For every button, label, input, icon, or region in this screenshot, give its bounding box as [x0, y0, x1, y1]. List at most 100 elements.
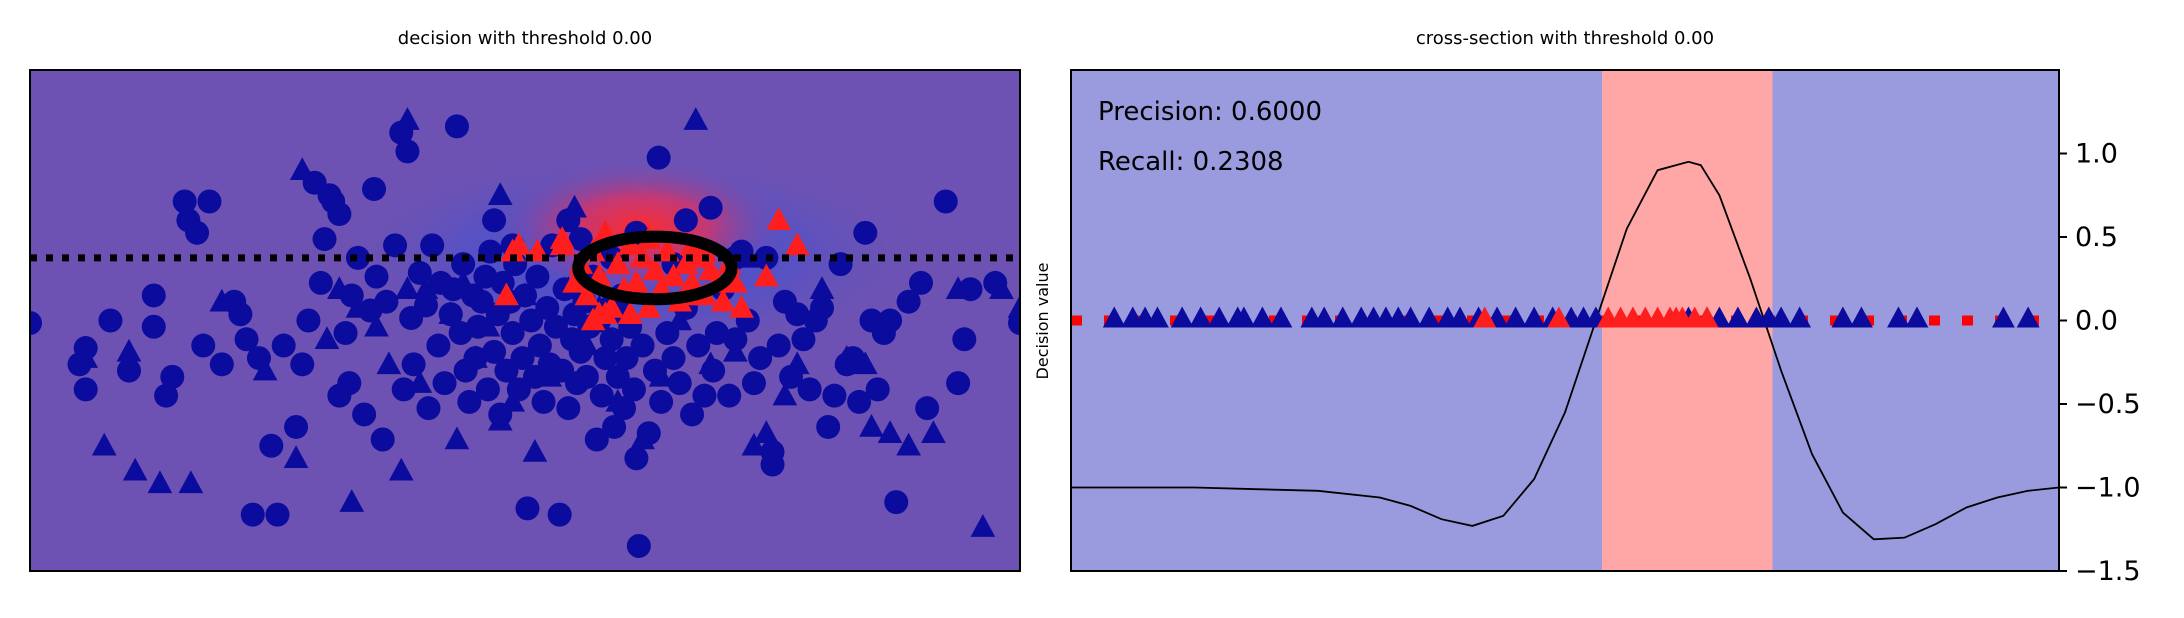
blue-triangle-point: [1007, 294, 1020, 318]
blue-triangle-point: [2016, 306, 2040, 328]
blue-circle-point: [426, 333, 451, 358]
blue-circle-point: [878, 308, 903, 333]
blue-circle-point: [327, 383, 352, 408]
blue-circle-point: [469, 289, 494, 314]
blue-triangle-point: [450, 269, 476, 293]
blue-triangle-point: [735, 244, 761, 268]
blue-triangle-point: [345, 294, 371, 318]
y-axis: 1.0 0.5 0.0 −0.5 −1.0 −1.5: [2059, 139, 2141, 587]
blue-circle-point: [946, 371, 971, 396]
blue-triangle-point: [1331, 306, 1355, 328]
blue-circle-point: [290, 352, 315, 377]
blue-triangle-point: [487, 182, 513, 205]
blue-triangle-point: [537, 363, 563, 387]
blue-triangle-point: [209, 288, 235, 312]
blue-triangle-point: [574, 332, 600, 356]
blue-circle-point: [810, 295, 834, 320]
blue-triangle-point: [667, 307, 693, 331]
blue-triangle-point: [630, 426, 655, 450]
blue-circle-point: [296, 308, 321, 333]
blue-circle-point: [593, 346, 618, 371]
blue-circle-point: [185, 220, 210, 245]
blue-triangle-point: [1905, 306, 1929, 328]
blue-triangle-point: [921, 420, 946, 443]
blue-circle-point: [259, 433, 284, 458]
blue-triangle-point: [512, 282, 538, 306]
blue-triangle-point: [1207, 306, 1231, 328]
blue-circle-point: [98, 308, 123, 333]
blue-triangle-point: [683, 107, 709, 130]
red-triangle-point: [642, 257, 668, 281]
blue-circle-point: [284, 414, 309, 439]
blue-triangle-point: [395, 107, 420, 130]
highlight-ellipse: [572, 230, 738, 306]
blue-circle-point: [525, 264, 550, 289]
blue-circle-point: [515, 496, 540, 521]
blue-circle-point: [500, 321, 525, 346]
blue-circle-point: [141, 283, 166, 308]
red-triangle-point: [549, 226, 575, 249]
blue-triangle-point: [91, 432, 117, 456]
blue-triangle-point: [1102, 306, 1126, 328]
blue-triangle-point: [122, 457, 148, 481]
blue-circle-point: [661, 346, 686, 371]
blue-circle-point: [197, 189, 222, 214]
blue-triangle-point: [444, 426, 470, 450]
blue-circle-point: [494, 358, 519, 383]
red-triangle-point: [673, 251, 699, 274]
blue-circle-point: [141, 314, 166, 339]
y-tick-label: −1.0: [2075, 473, 2141, 504]
blue-circle-point: [312, 227, 337, 252]
blue-circle-point: [915, 396, 940, 421]
red-triangle-point: [1547, 306, 1571, 328]
blue-circle-point: [395, 139, 420, 164]
blue-circle-point: [209, 352, 234, 377]
blue-circle-point: [884, 490, 909, 515]
blue-circle-point: [543, 314, 568, 339]
blue-circle-point: [172, 189, 197, 214]
blue-circle-point: [614, 346, 639, 371]
blue-circle-point: [416, 396, 441, 421]
red-triangle-point: [729, 294, 754, 318]
blue-circle-point: [717, 383, 742, 408]
blue-circle-point: [952, 327, 977, 352]
blue-circle-point: [271, 333, 296, 358]
red-triangle-point: [562, 269, 587, 293]
blue-circle-point: [667, 371, 692, 396]
blue-triangle-point: [852, 351, 878, 375]
blue-triangle-point: [1504, 306, 1527, 328]
blue-circle-point: [414, 293, 438, 318]
red-triangle-point: [784, 232, 810, 256]
blue-circle-point: [621, 377, 646, 402]
red-triangle-point: [636, 294, 662, 318]
blue-triangle-point: [1269, 306, 1293, 328]
red-triangle-point: [506, 232, 532, 256]
blue-circle-point: [748, 346, 773, 371]
blue-triangle-point: [989, 276, 1014, 299]
blue-circle-point: [602, 414, 627, 439]
red-triangle-point: [1695, 306, 1719, 328]
red-triangle-point: [574, 282, 600, 306]
blue-circle-point: [234, 327, 259, 352]
blue-triangle-point: [970, 514, 996, 537]
blue-triangle-point: [1831, 306, 1855, 328]
blue-triangle-point: [784, 351, 810, 375]
blue-circle-point: [535, 295, 560, 320]
blue-circle-point: [797, 377, 822, 402]
blue-circle-point: [816, 414, 841, 439]
blue-triangle-point: [73, 345, 99, 368]
blue-circle-point: [698, 195, 723, 220]
blue-circle-point: [383, 233, 408, 258]
blue-triangle-point: [753, 420, 779, 443]
red-triangle-point: [593, 301, 618, 324]
blue-triangle-point: [1251, 306, 1274, 328]
blue-triangle-point: [314, 326, 340, 350]
red-triangle-point: [753, 263, 779, 287]
blue-circle-point: [362, 176, 387, 201]
blue-circle-point: [457, 389, 482, 414]
blue-triangle-point: [877, 420, 903, 443]
blue-circle-point: [673, 208, 698, 233]
blue-circle-point: [352, 402, 377, 427]
red-triangle-point: [624, 269, 649, 293]
